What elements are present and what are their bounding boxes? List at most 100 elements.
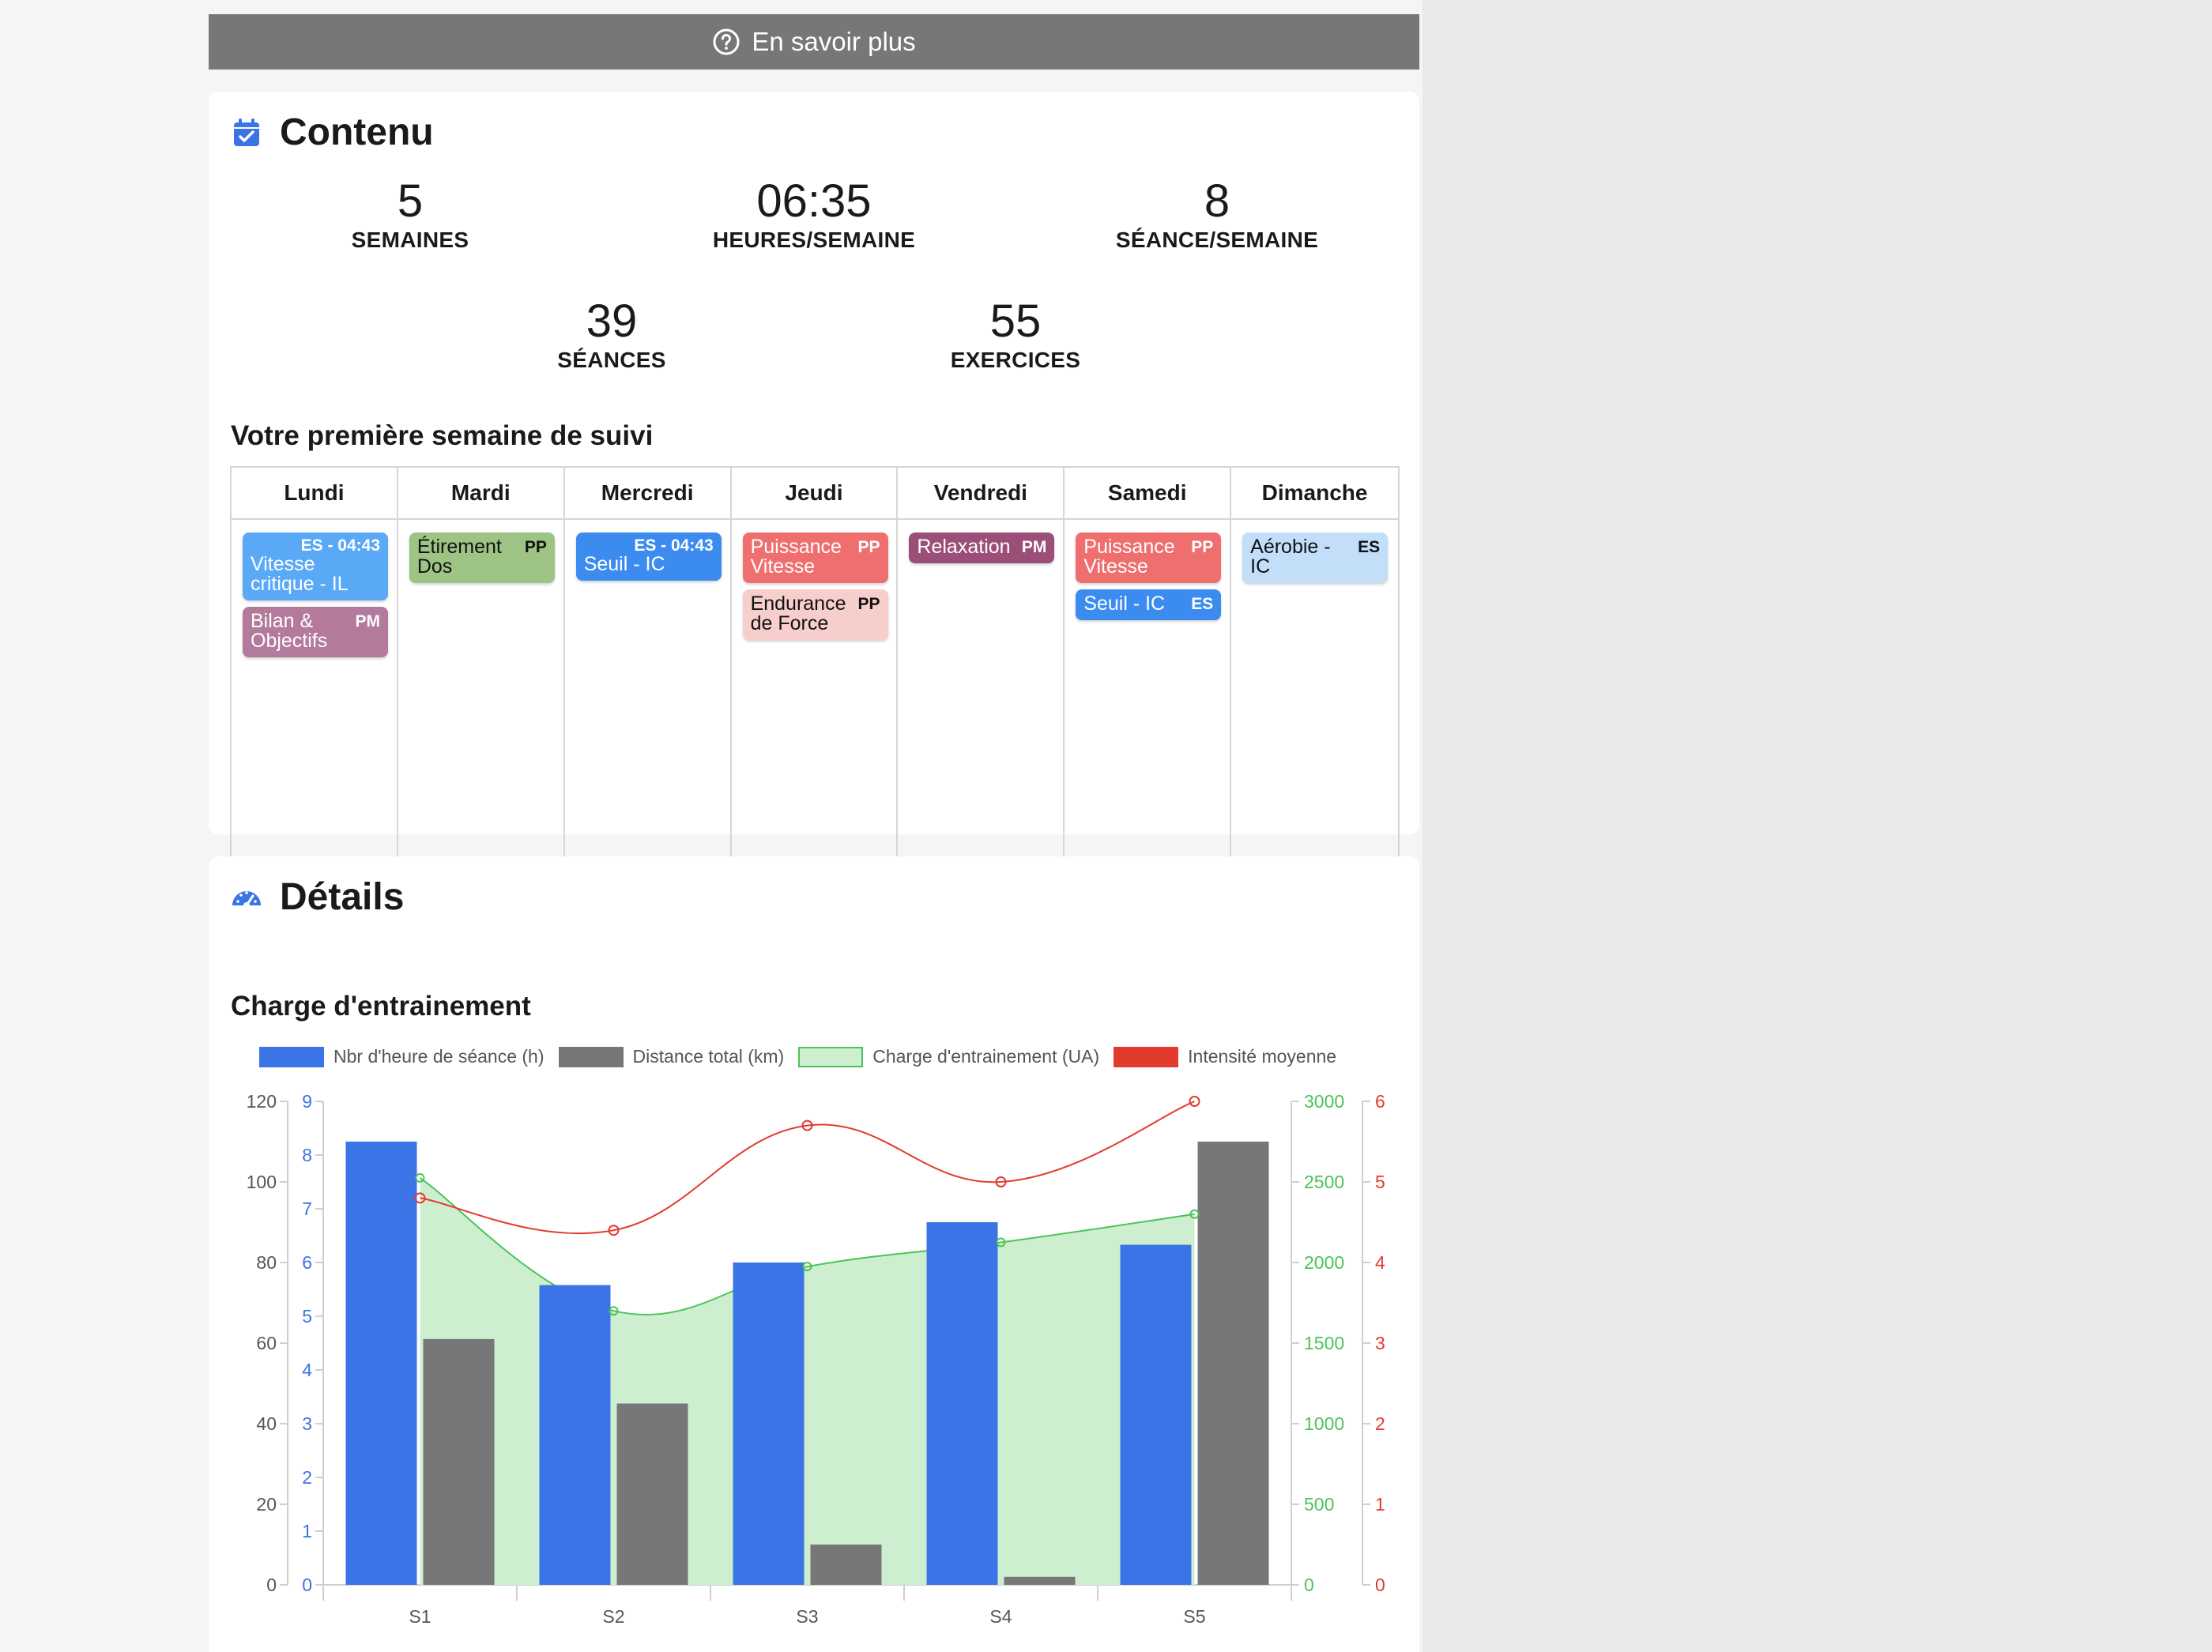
session-event[interactable]: PP Endurance de Force: [742, 589, 888, 640]
axis-tick-label: 8: [302, 1145, 312, 1165]
legend-swatch: [259, 1046, 324, 1067]
stat-value: 06:35: [756, 175, 872, 227]
session-type-tag: ES: [1191, 595, 1214, 613]
session-event[interactable]: PP Puissance Vitesse: [742, 532, 888, 583]
axis-tick-label: 3: [302, 1413, 312, 1434]
stat-label: SÉANCE/SEMAINE: [1115, 228, 1319, 252]
axis-tick-label: 2: [1375, 1413, 1385, 1434]
stat-value: 39: [586, 295, 638, 347]
x-axis-label: S4: [989, 1606, 1012, 1627]
stat-label: HEURES/SEMAINE: [712, 228, 916, 252]
intensity-point: [801, 1120, 813, 1131]
day-header: Vendredi: [898, 468, 1064, 520]
legend-swatch: [1114, 1046, 1179, 1067]
stat-exercises: 55 EXERCICES: [857, 297, 1174, 373]
session-name: Puissance Vitesse: [750, 536, 842, 578]
day-column: Samedi PP Puissance Vitesse ES Seuil - IC: [1065, 468, 1232, 904]
session-event[interactable]: ES Seuil - IC: [1076, 589, 1222, 620]
session-name: Puissance Vitesse: [1083, 536, 1175, 578]
axis-tick-label: 500: [1304, 1494, 1334, 1515]
session-event[interactable]: PM Relaxation: [909, 532, 1055, 563]
legend-item[interactable]: Nbr d'heure de séance (h): [259, 1046, 545, 1067]
session-event[interactable]: ES - 04:43 Seuil - IC: [575, 532, 722, 581]
axis-tick-label: 1000: [1304, 1413, 1344, 1434]
area-point: [996, 1237, 1006, 1247]
session-type-tag: PP: [857, 595, 880, 613]
session-type-tag: PP: [1191, 538, 1214, 556]
bar: [810, 1545, 882, 1585]
bar: [616, 1403, 688, 1585]
details-heading: Détails: [231, 875, 404, 919]
area-point: [415, 1172, 425, 1183]
bar: [345, 1142, 417, 1585]
axis-tick-label: 1500: [1304, 1333, 1344, 1353]
session-event[interactable]: PP Étirement Dos: [409, 532, 555, 583]
learn-more-button[interactable]: En savoir plus: [209, 14, 1419, 70]
session-name: Endurance de Force: [750, 593, 846, 634]
legend-label: Charge d'entrainement (UA): [872, 1046, 1100, 1067]
bar: [926, 1222, 998, 1585]
day-header: Jeudi: [731, 468, 897, 520]
bar: [423, 1338, 495, 1585]
session-event[interactable]: PP Puissance Vitesse: [1076, 532, 1222, 583]
session-event[interactable]: ES - 04:43 Vitesse critique - IL: [243, 532, 388, 600]
axis-tick-label: 5: [1375, 1172, 1385, 1192]
area-point: [802, 1262, 812, 1272]
question-circle-icon: [713, 28, 740, 55]
day-column: Vendredi PM Relaxation: [898, 468, 1065, 904]
axis-tick-label: 4: [1375, 1252, 1385, 1273]
day-header: Mardi: [398, 468, 563, 520]
session-type-tag: ES: [1358, 538, 1381, 556]
session-name: Aérobie - IC: [1250, 536, 1331, 578]
legend-item[interactable]: Distance total (km): [558, 1046, 785, 1067]
axis-tick-label: 0: [1304, 1575, 1314, 1595]
session-type-tag: PM: [1021, 538, 1047, 556]
chart-legend: Nbr d'heure de séance (h) Distance total …: [259, 1046, 1336, 1067]
stat-value: 5: [397, 175, 424, 227]
day-header: Lundi: [232, 468, 397, 520]
legend-label: Distance total (km): [632, 1046, 785, 1067]
day-column: Mardi PP Étirement Dos: [398, 468, 565, 904]
legend-item[interactable]: Charge d'entrainement (UA): [798, 1046, 1099, 1067]
intensity-point: [1189, 1096, 1200, 1107]
axis-tick-label: 9: [302, 1091, 312, 1112]
legend-label: Intensité moyenne: [1188, 1046, 1337, 1067]
x-axis-label: S5: [1183, 1606, 1205, 1627]
session-type-tag: PP: [857, 538, 880, 556]
training-load-chart: 0204060801001200123456789050010001500200…: [247, 1091, 1385, 1627]
session-name: Étirement Dos: [416, 536, 502, 578]
area-point: [609, 1306, 619, 1316]
x-axis-label: S2: [602, 1606, 624, 1627]
session-name: Bilan & Objectifs: [251, 610, 328, 652]
intensity-point: [414, 1192, 426, 1204]
axis-tick-label: 5: [302, 1306, 312, 1326]
details-title: Détails: [280, 876, 405, 918]
axis-tick-label: 6: [1375, 1091, 1385, 1112]
day-header: Dimanche: [1231, 468, 1398, 520]
axis-tick-label: 0: [1375, 1575, 1385, 1595]
axis-tick-label: 0: [266, 1575, 277, 1595]
axis-tick-label: 2000: [1304, 1252, 1344, 1273]
axis-tick-label: 20: [256, 1494, 277, 1515]
session-name: Vitesse critique - IL: [251, 553, 349, 595]
axis-tick-label: 0: [302, 1575, 312, 1595]
axis-tick-label: 6: [302, 1252, 312, 1273]
axis-tick-label: 4: [302, 1360, 312, 1380]
legend-label: Nbr d'heure de séance (h): [333, 1046, 545, 1067]
stat-sessions-per-week: 8 SÉANCE/SEMAINE: [1059, 177, 1375, 253]
calendar-check-icon: [234, 118, 259, 146]
legend-item[interactable]: Intensité moyenne: [1114, 1046, 1336, 1067]
session-event[interactable]: PM Bilan & Objectifs: [243, 607, 388, 657]
bar: [1004, 1576, 1076, 1585]
stat-value: 55: [989, 295, 1042, 347]
axis-tick-label: 80: [256, 1252, 277, 1273]
stat-weeks: 5 SEMAINES: [252, 177, 568, 253]
session-event[interactable]: ES Aérobie - IC: [1242, 532, 1389, 583]
axis-tick-label: 3000: [1304, 1091, 1344, 1112]
bar: [539, 1285, 611, 1585]
first-week-title: Votre première semaine de suivi: [231, 420, 654, 451]
session-type-tag: PP: [524, 538, 547, 556]
axis-tick-label: 60: [256, 1333, 277, 1353]
contenu-heading: Contenu: [231, 111, 434, 154]
tachometer-icon: [232, 890, 261, 909]
